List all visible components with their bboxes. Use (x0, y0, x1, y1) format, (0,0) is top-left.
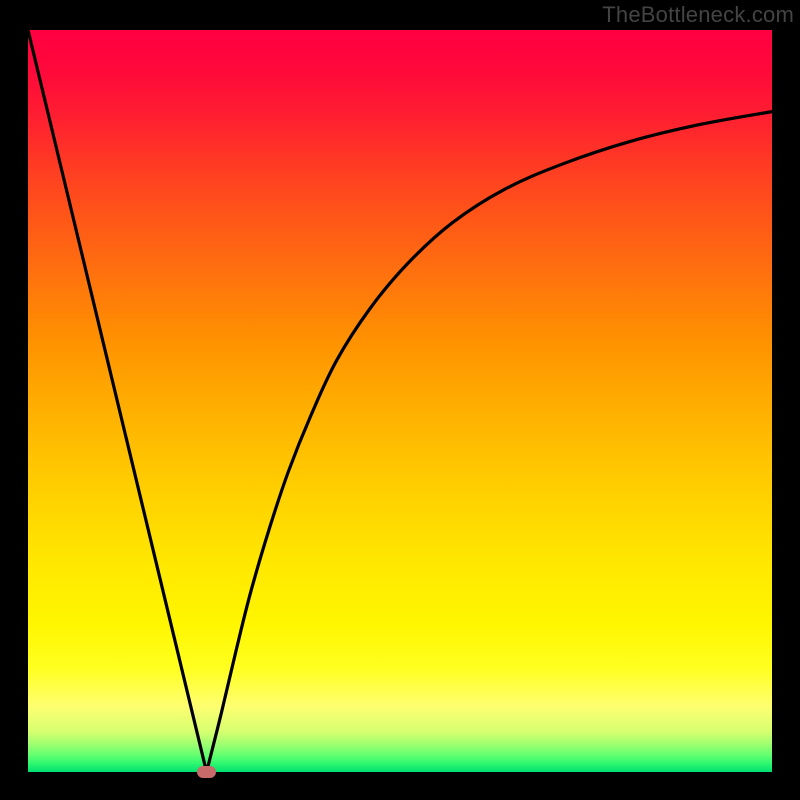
chart-container: TheBottleneck.com (0, 0, 800, 800)
plot-area (28, 30, 772, 772)
watermark-text: TheBottleneck.com (602, 2, 794, 28)
curve-path (28, 30, 772, 772)
optimum-marker (197, 766, 216, 777)
bottleneck-curve (28, 30, 772, 772)
